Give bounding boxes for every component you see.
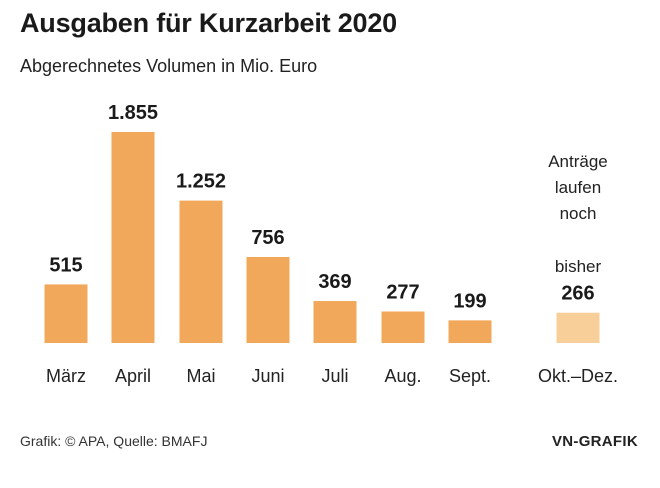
category-label-7: Sept.: [449, 366, 491, 386]
category-label-8: Okt.–Dez.: [538, 366, 618, 386]
bar-6: [381, 311, 425, 343]
value-label-8: 266: [561, 283, 594, 305]
value-label-6: 277: [386, 281, 419, 303]
category-label-4: Juni: [251, 366, 284, 386]
category-label-5: Juli: [321, 366, 348, 386]
category-label-2: April: [115, 366, 151, 386]
category-label-6: Aug.: [384, 366, 421, 386]
note-line-1: Anträge: [548, 152, 608, 171]
value-label-7: 199: [453, 290, 486, 312]
note-line-3: noch: [559, 204, 597, 223]
chart-subtitle: Abgerechnetes Volumen in Mio. Euro: [20, 56, 318, 76]
bar-5: [313, 301, 357, 343]
value-label-4: 756: [251, 227, 284, 249]
value-label-1: 515: [49, 254, 82, 276]
bar-3: [179, 200, 223, 343]
bar-7: [448, 320, 492, 343]
note-line-2: laufen: [554, 178, 602, 197]
value-label-3: 1.252: [176, 171, 226, 193]
bar-4: [246, 257, 290, 343]
bar-2: [111, 132, 155, 343]
brand-label: VN-GRAFIK: [551, 433, 638, 450]
bar-8: [556, 312, 600, 343]
value-label-2: 1.855: [108, 102, 158, 124]
bar-1: [44, 284, 88, 343]
note-prefix: bisher: [554, 257, 602, 276]
category-label-3: Mai: [186, 366, 215, 386]
category-label-1: März: [46, 366, 86, 386]
source-credit: Grafik: © APA, Quelle: BMAFJ: [20, 433, 208, 449]
value-label-5: 369: [318, 271, 351, 293]
chart-title: Ausgaben für Kurzarbeit 2020: [20, 8, 398, 38]
